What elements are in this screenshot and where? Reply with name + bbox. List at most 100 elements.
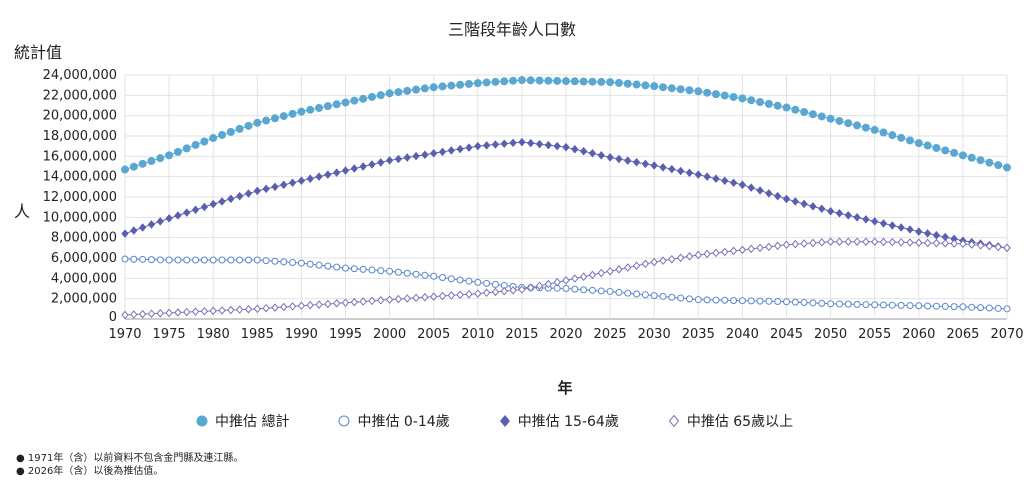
- data-point: [756, 297, 764, 305]
- data-point: [579, 272, 588, 281]
- footnotes: ● 1971年（含）以前資料不包含金門縣及連江縣。 ● 2026年（含）以後為推…: [16, 452, 243, 478]
- data-point: [350, 297, 358, 307]
- data-point: [341, 298, 350, 308]
- data-point: [809, 202, 817, 211]
- legend-item-total[interactable]: 中推估 總計: [195, 411, 289, 431]
- data-point: [879, 219, 888, 228]
- data-point: [253, 304, 261, 314]
- data-point: [994, 242, 1002, 252]
- data-point: [941, 302, 949, 310]
- data-point: [315, 172, 323, 181]
- data-point: [482, 141, 491, 150]
- data-point: [421, 292, 429, 302]
- data-point: [606, 153, 614, 162]
- data-point: [915, 238, 923, 248]
- data-point: [968, 303, 976, 311]
- data-point: [544, 279, 553, 289]
- data-point: [941, 146, 950, 155]
- data-point: [130, 255, 138, 263]
- x-tick-label: 1980: [197, 327, 230, 342]
- data-point: [420, 84, 429, 93]
- data-point: [218, 197, 226, 206]
- data-point: [809, 238, 817, 248]
- data-point: [668, 293, 676, 301]
- data-point: [553, 277, 561, 287]
- data-point: [191, 140, 200, 149]
- data-point: [827, 300, 835, 308]
- data-point: [614, 78, 623, 87]
- data-point: [333, 263, 341, 271]
- data-point: [430, 149, 438, 158]
- data-point: [888, 301, 896, 309]
- data-point: [147, 220, 156, 229]
- data-point: [421, 271, 429, 279]
- data-point: [394, 154, 403, 164]
- data-point: [306, 260, 314, 268]
- data-point: [562, 77, 570, 86]
- data-point: [712, 248, 720, 258]
- x-tick-label: 2005: [417, 327, 450, 342]
- legend-item-0-14[interactable]: 中推估 0-14歲: [337, 411, 450, 431]
- data-point: [182, 144, 191, 153]
- footnote-text: 1971年（含）以前資料不包含金門縣及連江縣。: [27, 453, 244, 464]
- data-point: [491, 287, 500, 297]
- x-tick-label: 2010: [461, 327, 494, 342]
- x-tick-label: 1975: [153, 327, 186, 342]
- data-point: [738, 245, 747, 255]
- data-point: [579, 77, 588, 86]
- data-point: [791, 105, 800, 114]
- data-point: [729, 92, 738, 101]
- data-point: [1003, 163, 1011, 172]
- data-point: [244, 189, 253, 198]
- legend-item-15-64[interactable]: 中推估 15-64歲: [498, 411, 619, 431]
- data-point: [562, 276, 570, 285]
- legend-item-65-plus[interactable]: 中推估 65歲以上: [667, 411, 793, 431]
- data-point: [694, 170, 702, 179]
- x-tick-label: 2070: [990, 327, 1023, 342]
- data-point: [800, 239, 808, 248]
- data-point: [209, 306, 217, 316]
- data-point: [324, 262, 332, 270]
- data-point: [915, 302, 923, 310]
- data-point: [597, 268, 605, 278]
- data-point: [465, 289, 473, 299]
- x-tick-label: 2045: [770, 327, 803, 342]
- y-tick-label: 2,000,000: [51, 292, 117, 307]
- data-point: [880, 301, 888, 309]
- chart-title: 三階段年齡人口數: [447, 20, 576, 39]
- y-tick-label: 18,000,000: [43, 129, 117, 144]
- data-point: [588, 149, 597, 158]
- data-point: [509, 286, 517, 295]
- data-point: [791, 298, 799, 306]
- data-point: [412, 151, 420, 161]
- y-tick-label: 12,000,000: [43, 190, 117, 205]
- data-point: [835, 116, 844, 125]
- data-point: [253, 186, 261, 196]
- data-point: [271, 257, 279, 265]
- x-tick-label: 2050: [814, 327, 847, 342]
- data-point: [597, 77, 606, 86]
- data-point: [121, 165, 129, 174]
- data-point: [668, 164, 676, 174]
- data-point: [244, 256, 252, 264]
- data-point: [297, 259, 305, 267]
- data-point: [659, 163, 667, 172]
- y-tick-label: 22,000,000: [43, 88, 117, 103]
- data-point: [703, 172, 711, 181]
- data-point: [403, 269, 411, 277]
- data-point: [659, 292, 667, 300]
- data-point: [703, 88, 712, 97]
- data-point: [624, 156, 632, 165]
- data-point: [289, 258, 297, 266]
- data-point: [280, 180, 288, 190]
- data-point: [483, 279, 491, 287]
- data-point: [306, 105, 315, 114]
- data-point: [403, 153, 411, 162]
- data-point: [861, 123, 870, 132]
- data-point: [474, 278, 482, 286]
- data-point: [826, 206, 835, 216]
- data-point: [641, 81, 650, 90]
- data-point: [439, 274, 447, 282]
- data-point: [571, 285, 579, 293]
- data-point: [456, 290, 464, 300]
